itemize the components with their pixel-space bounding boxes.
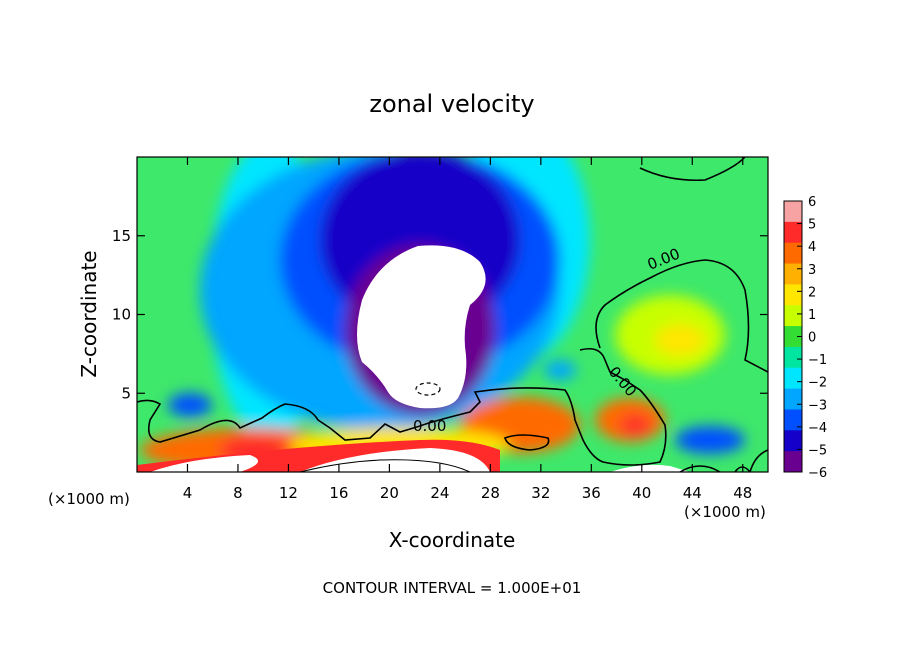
blue-patch-left (168, 393, 212, 417)
colorbar-label: −6 (808, 466, 827, 481)
y-axis: 5 10 15 (112, 227, 768, 402)
colorbar-segment (784, 451, 802, 473)
contour-interval-footer: CONTOUR INTERVAL = 1.000E+01 (323, 579, 582, 597)
x-tick-label: 40 (632, 484, 651, 502)
x-axis: 4 8 12 16 20 24 28 32 36 40 44 48 (183, 157, 752, 502)
contour-label: 0.00 (413, 417, 446, 435)
colorbar-label: 1 (808, 308, 816, 323)
colorbar-segment (784, 221, 802, 244)
colorbar-segment (784, 201, 802, 223)
x-tick-label: 28 (481, 484, 500, 502)
x-tick-label: 16 (329, 484, 348, 502)
colorbar-segment (784, 263, 802, 285)
red-core-2 (620, 415, 650, 435)
colorbar-segment (784, 326, 802, 348)
colorbar-label: 0 (808, 331, 816, 346)
dashed-contour (415, 382, 441, 396)
chart-title: zonal velocity (369, 90, 534, 118)
x-tick-label: 4 (183, 484, 193, 502)
colorbar: 6 5 4 3 2 1 0 −1 −2 −3 −4 −5 −6 (783, 195, 827, 481)
colorbar-label: 3 (808, 263, 816, 278)
colorbar-label: −2 (808, 376, 827, 391)
yellow-core-right (655, 324, 705, 356)
y-axis-label: Z-coordinate (77, 250, 101, 377)
colorbar-label: 2 (808, 285, 816, 300)
x-tick-label: 36 (582, 484, 601, 502)
x-unit-left: (×1000 m) (48, 490, 130, 508)
blue-patch-right (675, 426, 745, 454)
colorbar-segment (784, 305, 802, 327)
colorbar-label: −4 (808, 421, 827, 436)
y-tick-label: 5 (121, 384, 131, 402)
colorbar-segment (784, 409, 802, 431)
y-tick-label: 10 (112, 306, 131, 324)
colorbar-label: 4 (808, 240, 816, 255)
colorbar-label: 6 (808, 195, 816, 210)
y-tick-label: 15 (112, 227, 131, 245)
x-tick-label: 32 (531, 484, 550, 502)
blue-patch-mid (544, 360, 576, 380)
x-tick-label: 8 (233, 484, 243, 502)
x-tick-label: 12 (279, 484, 298, 502)
heatmap-field (137, 157, 768, 472)
white-ground-left (150, 455, 258, 472)
x-axis-label: X-coordinate (389, 528, 516, 552)
x-tick-label: 44 (683, 484, 702, 502)
colorbar-label: −3 (808, 398, 827, 413)
x-unit-right: (×1000 m) (684, 503, 766, 521)
colorbar-label: 5 (808, 218, 816, 233)
white-ground-right (610, 464, 690, 472)
masked-region (357, 245, 486, 409)
contour-lines (137, 157, 768, 472)
x-tick-label: 20 (380, 484, 399, 502)
colorbar-segment (784, 388, 802, 410)
colorbar-label: −5 (808, 443, 827, 458)
x-tick-label: 48 (733, 484, 752, 502)
colorbar-segment (784, 367, 802, 390)
colorbar-segment (784, 430, 802, 452)
colorbar-segment (784, 346, 802, 369)
x-tick-label: 24 (430, 484, 449, 502)
colorbar-segment (784, 242, 802, 265)
colorbar-label: −1 (808, 353, 827, 368)
colorbar-segment (784, 284, 802, 306)
